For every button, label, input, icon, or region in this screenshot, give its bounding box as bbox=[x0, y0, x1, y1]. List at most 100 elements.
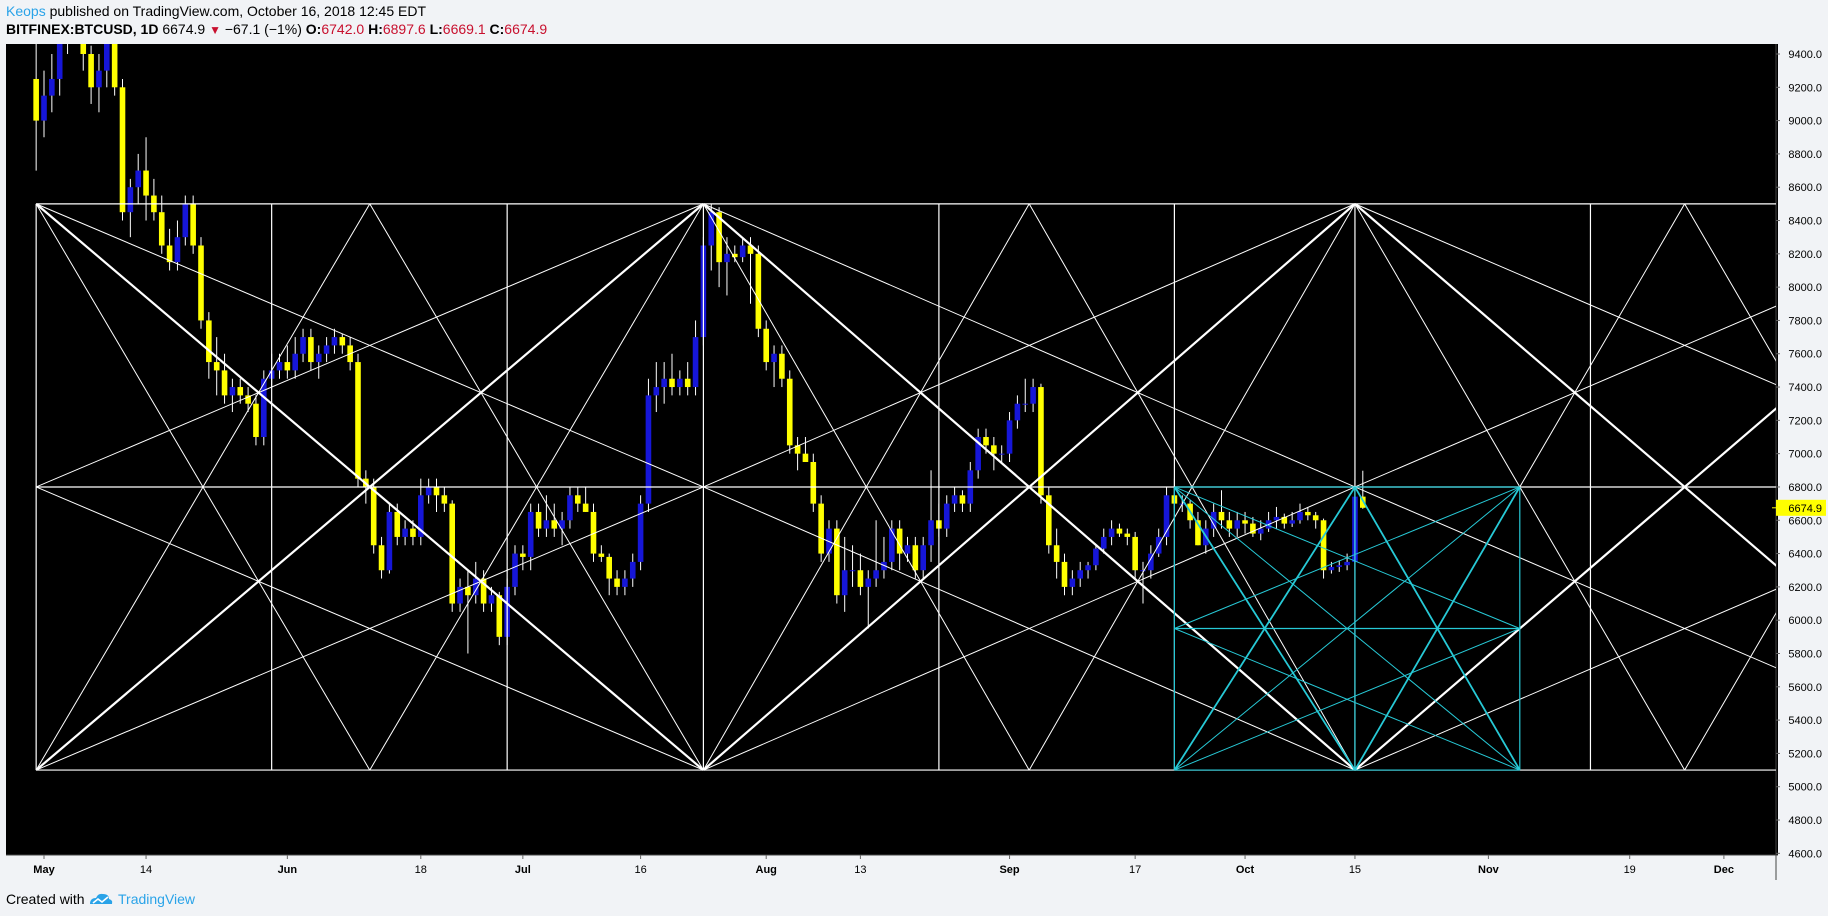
candle-body bbox=[41, 95, 47, 121]
candle-body bbox=[1250, 523, 1256, 534]
candle-body bbox=[677, 378, 683, 388]
candle-body bbox=[1305, 511, 1311, 516]
candle-body bbox=[1195, 520, 1201, 546]
candle-body bbox=[33, 78, 39, 121]
candle-body bbox=[331, 337, 338, 346]
time-tick-label: May bbox=[33, 864, 55, 876]
price-tick-label: 6800.0 bbox=[1788, 482, 1822, 494]
time-tick-label: 15 bbox=[1349, 864, 1361, 876]
open-value: 6742.0 bbox=[321, 21, 365, 37]
candle-body bbox=[457, 586, 463, 604]
time-axis[interactable]: May14Jun18Jul16Aug13Sep17Oct15Nov19Dec17… bbox=[33, 855, 1828, 876]
time-tick-label: Oct bbox=[1236, 864, 1255, 876]
candle-body bbox=[865, 578, 872, 587]
candle-body bbox=[1257, 528, 1264, 534]
time-tick-label: Aug bbox=[756, 864, 777, 876]
low-label: L: bbox=[429, 21, 443, 37]
candle-body bbox=[881, 561, 887, 571]
candle-body bbox=[598, 553, 605, 557]
candle-body bbox=[339, 337, 346, 346]
candle-body bbox=[245, 395, 251, 404]
candle-body bbox=[1030, 387, 1036, 404]
tradingview-brand-link[interactable]: TradingView bbox=[118, 891, 196, 907]
price-tick-label: 8400.0 bbox=[1788, 216, 1822, 228]
candle-body bbox=[237, 387, 244, 396]
high-value: 6897.6 bbox=[382, 21, 426, 37]
candle-body bbox=[716, 212, 722, 263]
candle-body bbox=[998, 453, 1005, 455]
candle-body bbox=[629, 561, 636, 579]
candle-body bbox=[645, 395, 652, 504]
candle-body bbox=[1328, 566, 1335, 571]
created-with-label: Created with bbox=[6, 891, 85, 907]
time-tick-label: Jul bbox=[515, 864, 531, 876]
tradingview-logo-icon[interactable] bbox=[88, 891, 114, 907]
cyan-fan-line bbox=[1174, 486, 1520, 629]
candle-body bbox=[1234, 520, 1240, 529]
candle-body bbox=[559, 520, 565, 529]
candle-body bbox=[49, 78, 55, 96]
candle-body bbox=[1312, 515, 1319, 521]
candle-body bbox=[182, 203, 189, 238]
candle-body bbox=[308, 337, 314, 363]
candle-body bbox=[355, 362, 361, 479]
price-chart[interactable]: 9400.0 9200.0 9000.0 8800.0 8600.0 8400.0 8200… bbox=[0, 44, 1828, 880]
candle-body bbox=[198, 245, 204, 321]
last-price-badge bbox=[1776, 499, 1826, 516]
candle-body bbox=[567, 495, 573, 521]
author-link[interactable]: Keops bbox=[6, 3, 46, 19]
candle-body bbox=[661, 378, 667, 388]
gann-fan-line bbox=[35, 203, 704, 488]
candle-body bbox=[253, 403, 259, 438]
candle-body bbox=[779, 353, 785, 379]
price-axis[interactable]: 9400.0 9200.0 9000.0 8800.0 8600.0 8400.0 8200… bbox=[1776, 49, 1822, 860]
gann-fan-line bbox=[702, 203, 1030, 771]
last-price-label: 6674.9 bbox=[1788, 503, 1822, 515]
symbol-label: BITFINEX:BTCUSD, 1D bbox=[6, 21, 159, 37]
candle-body bbox=[402, 528, 408, 537]
candle-body bbox=[1132, 536, 1138, 571]
candle-body bbox=[143, 170, 149, 196]
candle-body bbox=[834, 528, 840, 596]
candle-body bbox=[802, 453, 809, 462]
candle-body bbox=[488, 595, 495, 604]
candles-group bbox=[33, 44, 1366, 654]
close-value: 6674.9 bbox=[504, 21, 548, 37]
candle-body bbox=[975, 437, 981, 471]
high-label: H: bbox=[368, 21, 383, 37]
candle-body bbox=[1046, 495, 1052, 546]
candle-body bbox=[512, 553, 518, 587]
candle-body bbox=[575, 495, 581, 504]
candle-body bbox=[755, 253, 762, 329]
candle-body bbox=[786, 378, 793, 446]
candle-body bbox=[104, 44, 110, 71]
candle-body bbox=[1085, 565, 1091, 571]
candle-body bbox=[904, 545, 911, 554]
time-tick-label: 18 bbox=[415, 864, 427, 876]
candle-body bbox=[912, 545, 919, 571]
candle-body bbox=[206, 320, 212, 363]
candle-body bbox=[771, 353, 777, 363]
candle-body bbox=[1148, 553, 1154, 571]
price-tick-label: 5000.0 bbox=[1788, 782, 1822, 794]
cyan-diagonal bbox=[1354, 486, 1521, 771]
candle-body bbox=[983, 437, 989, 446]
candle-body bbox=[692, 337, 699, 388]
candle-body bbox=[535, 511, 542, 529]
candle-body bbox=[261, 378, 267, 438]
candle-body bbox=[56, 44, 63, 79]
price-tick-label: 5600.0 bbox=[1788, 682, 1822, 694]
time-tick-label: 16 bbox=[634, 864, 646, 876]
gann-fan-line bbox=[1354, 305, 1776, 488]
symbol-info: BITFINEX:BTCUSD, 1D 6674.9 ▼ −67.1 (−1%)… bbox=[6, 21, 547, 37]
price-tick-label: 4600.0 bbox=[1788, 848, 1822, 860]
low-value: 6669.1 bbox=[442, 21, 486, 37]
candle-body bbox=[739, 245, 746, 258]
candle-body bbox=[684, 378, 691, 388]
price-tick-label: 7800.0 bbox=[1788, 315, 1822, 327]
open-label: O: bbox=[305, 21, 322, 37]
price-tick-label: 6200.0 bbox=[1788, 582, 1822, 594]
candle-body bbox=[1140, 570, 1146, 572]
price-tick-label: 8800.0 bbox=[1788, 149, 1822, 161]
down-triangle-icon: ▼ bbox=[209, 23, 221, 37]
